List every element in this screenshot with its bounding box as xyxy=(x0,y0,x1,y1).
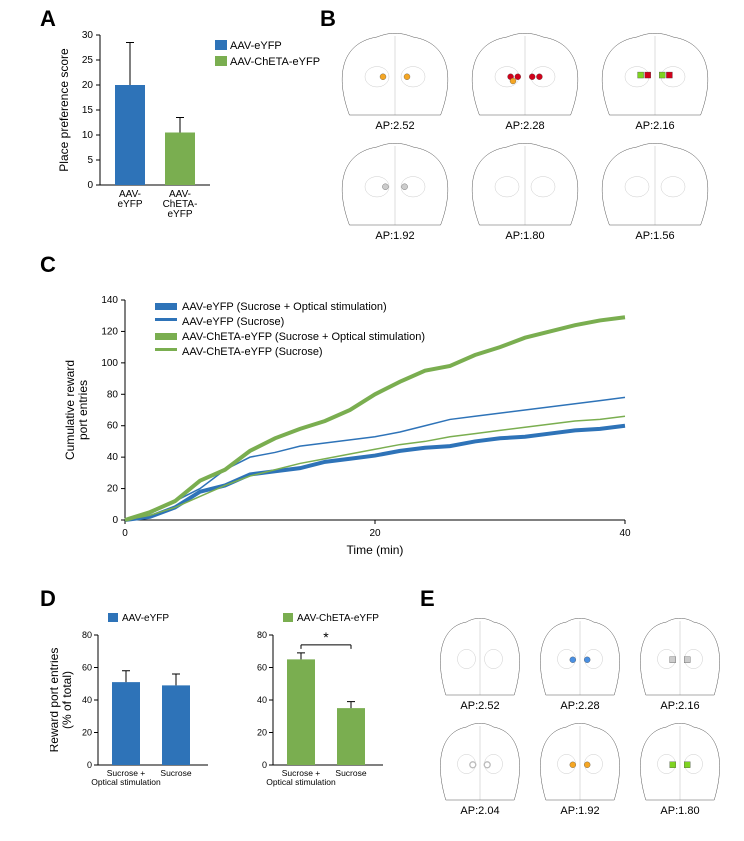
svg-text:AAV-ChETA-eYFP: AAV-ChETA-eYFP xyxy=(297,613,379,624)
svg-text:AAV-eYFP: AAV-eYFP xyxy=(122,613,169,624)
svg-text:AP:1.56: AP:1.56 xyxy=(635,230,674,242)
svg-text:AP:2.52: AP:2.52 xyxy=(460,700,499,712)
svg-text:Sucrose +Optical stimulation: Sucrose +Optical stimulation xyxy=(91,768,161,787)
svg-text:120: 120 xyxy=(101,326,118,337)
svg-text:0: 0 xyxy=(122,528,128,539)
svg-text:140: 140 xyxy=(101,295,118,306)
svg-text:AP:2.16: AP:2.16 xyxy=(635,120,674,132)
svg-text:0: 0 xyxy=(87,760,92,770)
svg-text:40: 40 xyxy=(619,528,631,539)
svg-text:AP:1.80: AP:1.80 xyxy=(505,230,544,242)
svg-text:80: 80 xyxy=(82,630,92,640)
svg-text:20: 20 xyxy=(82,728,92,738)
svg-text:AAV-eYFP: AAV-eYFP xyxy=(117,189,142,210)
svg-text:80: 80 xyxy=(107,389,119,400)
svg-text:20: 20 xyxy=(369,528,381,539)
panel-e-label: E xyxy=(420,586,435,612)
svg-text:AP:2.04: AP:2.04 xyxy=(460,805,499,817)
panel-e-atlas: AP:2.52 AP:2.28 AP:2.16 AP:2.04 AP:1.92 AP:1.… xyxy=(430,610,730,830)
svg-text:40: 40 xyxy=(257,695,267,705)
svg-text:40: 40 xyxy=(82,695,92,705)
panel-a-chart: 0 5 10 15 20 25 30 AAV-eYFP AAV-ChETA-eYFP Place … xyxy=(50,20,320,240)
svg-text:AAV-ChETA-eYFP (Sucrose): AAV-ChETA-eYFP (Sucrose) xyxy=(182,346,323,358)
svg-text:Sucrose: Sucrose xyxy=(160,768,191,778)
svg-text:Time (min): Time (min) xyxy=(347,543,404,557)
svg-text:80: 80 xyxy=(257,630,267,640)
svg-text:AAV-eYFP (Sucrose + Optical st: AAV-eYFP (Sucrose + Optical stimulation) xyxy=(182,301,387,313)
svg-text:AAV-ChETA-eYFP: AAV-ChETA-eYFP xyxy=(163,189,198,220)
panel-c-chart: 0 20 40 60 80 100 120 140 0 20 40 AAV-eYFP (Sucrose… xyxy=(60,280,660,570)
svg-text:40: 40 xyxy=(107,452,119,463)
panel-c-label: C xyxy=(40,252,56,278)
svg-text:20: 20 xyxy=(107,484,119,495)
svg-text:AP:2.28: AP:2.28 xyxy=(560,700,599,712)
svg-text:5: 5 xyxy=(87,155,93,166)
svg-text:AAV-eYFP: AAV-eYFP xyxy=(230,40,282,52)
svg-text:10: 10 xyxy=(82,130,94,141)
svg-text:15: 15 xyxy=(82,105,94,116)
svg-text:30: 30 xyxy=(82,30,94,41)
svg-text:AP:2.28: AP:2.28 xyxy=(505,120,544,132)
svg-text:*: * xyxy=(323,629,329,645)
svg-text:AP:2.52: AP:2.52 xyxy=(375,120,414,132)
svg-text:AP:1.92: AP:1.92 xyxy=(560,805,599,817)
svg-text:25: 25 xyxy=(82,55,94,66)
svg-text:Reward port entries(% of total: Reward port entries(% of total) xyxy=(50,648,74,753)
svg-text:20: 20 xyxy=(82,80,94,91)
svg-text:Sucrose +Optical stimulation: Sucrose +Optical stimulation xyxy=(266,768,336,787)
svg-text:Place preference score: Place preference score xyxy=(57,48,71,172)
svg-text:Sucrose: Sucrose xyxy=(335,768,366,778)
svg-text:AP:2.16: AP:2.16 xyxy=(660,700,699,712)
svg-text:0: 0 xyxy=(112,515,118,526)
svg-text:AP:1.92: AP:1.92 xyxy=(375,230,414,242)
panel-b-atlas: AP:2.52 AP:2.28 AP:2.16 AP:1.92 AP:1.80 AP:1.… xyxy=(330,25,720,245)
svg-text:60: 60 xyxy=(107,421,119,432)
panel-d-chart: Reward port entries(% of total) 0 20 40 60 80… xyxy=(50,605,420,830)
svg-text:Cumulative rewardport entries: Cumulative rewardport entries xyxy=(63,360,90,460)
svg-text:0: 0 xyxy=(87,180,93,191)
svg-text:AAV-ChETA-eYFP: AAV-ChETA-eYFP xyxy=(230,56,320,68)
svg-text:20: 20 xyxy=(257,728,267,738)
svg-text:100: 100 xyxy=(101,358,118,369)
svg-text:0: 0 xyxy=(262,760,267,770)
svg-text:AAV-ChETA-eYFP (Sucrose + Opti: AAV-ChETA-eYFP (Sucrose + Optical stimul… xyxy=(182,331,425,343)
svg-text:60: 60 xyxy=(257,663,267,673)
svg-text:60: 60 xyxy=(82,663,92,673)
svg-text:AP:1.80: AP:1.80 xyxy=(660,805,699,817)
svg-text:AAV-eYFP (Sucrose): AAV-eYFP (Sucrose) xyxy=(182,316,284,328)
